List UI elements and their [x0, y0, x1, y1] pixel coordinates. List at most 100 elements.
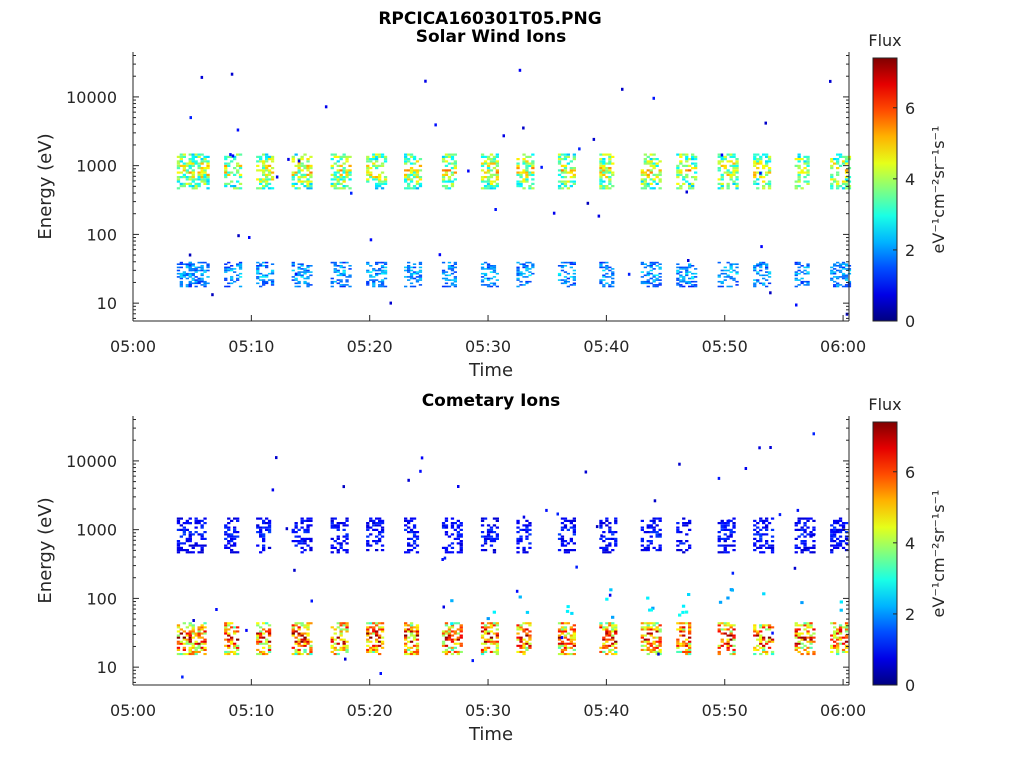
flux-cell — [179, 277, 183, 280]
flux-cell — [646, 162, 650, 165]
flux-cell — [342, 624, 346, 627]
flux-cell — [441, 642, 446, 645]
flux-cell — [803, 160, 807, 163]
flux-cell — [262, 628, 266, 631]
flux-cell — [519, 540, 523, 543]
flux-cell — [182, 272, 186, 275]
flux-cell — [480, 634, 485, 637]
colorbar-tick-label: 0 — [905, 676, 915, 695]
flux-cell — [614, 624, 618, 627]
flux-cell — [519, 636, 523, 639]
flux-cell — [762, 185, 766, 188]
flux-cell — [191, 176, 195, 179]
flux-cell — [614, 522, 618, 525]
flux-cell — [557, 628, 562, 631]
flux-cell — [291, 160, 295, 163]
flux-cell — [516, 185, 520, 188]
flux-cell — [566, 277, 570, 280]
flux-cell — [767, 169, 772, 172]
flux-cell — [345, 650, 349, 653]
flux-cell — [306, 167, 310, 170]
flux-cell — [444, 650, 449, 653]
flux-cell — [809, 531, 813, 534]
flux-cell — [762, 638, 766, 641]
flux-cell — [759, 540, 763, 543]
panel-title: Solar Wind Ions — [416, 27, 567, 47]
flux-cell — [238, 272, 243, 275]
flux-cell — [679, 626, 683, 629]
flux-cell — [188, 261, 192, 264]
flux-cell — [495, 650, 499, 653]
flux-cell — [649, 650, 653, 653]
flux-cell — [303, 549, 307, 552]
flux-cell — [233, 531, 237, 534]
flux-cell — [233, 280, 237, 283]
flux-cell — [489, 630, 494, 633]
flux-cell — [649, 182, 653, 185]
flux-cell — [522, 266, 526, 269]
flux-cell — [560, 535, 565, 538]
flux-cell — [569, 276, 573, 278]
flux-cell — [794, 632, 798, 635]
flux-cell — [676, 279, 680, 281]
flux-cell — [812, 653, 816, 656]
flux-cell — [691, 162, 695, 165]
flux-cell — [372, 528, 376, 531]
flux-cell — [528, 522, 532, 525]
flux-cell — [372, 279, 376, 281]
flux-cell — [409, 272, 414, 275]
flux-cell — [528, 261, 532, 264]
flux-cell — [333, 155, 337, 158]
flux-cell — [569, 549, 573, 552]
flux-cell — [572, 542, 576, 545]
flux-cell — [342, 271, 346, 273]
flux-cell — [803, 524, 807, 527]
flux-cell — [182, 549, 186, 552]
flux-cell — [655, 644, 659, 647]
flux-cell — [611, 634, 615, 637]
flux-cell — [300, 632, 304, 635]
flux-cell — [191, 551, 195, 554]
flux-cell — [224, 650, 228, 653]
flux-cell — [203, 182, 207, 185]
flux-cell — [658, 284, 662, 286]
flux-cell — [237, 234, 240, 238]
flux-cell — [380, 261, 385, 264]
flux-cell — [563, 176, 568, 179]
flux-cell — [519, 185, 523, 188]
flux-cell — [599, 265, 603, 267]
flux-cell — [486, 284, 491, 286]
flux-cell — [404, 519, 408, 522]
flux-cell — [759, 533, 763, 536]
flux-cell — [444, 517, 449, 520]
flux-cell — [372, 650, 376, 653]
flux-cell — [459, 626, 463, 629]
flux-cell — [303, 537, 307, 540]
flux-cell — [726, 185, 730, 188]
flux-cell — [197, 626, 201, 629]
flux-cell — [450, 171, 455, 174]
flux-cell — [565, 609, 570, 613]
flux-cell — [492, 160, 497, 163]
flux-cell — [688, 285, 692, 288]
flux-cell — [643, 280, 647, 283]
flux-cell — [383, 160, 388, 163]
flux-cell — [404, 178, 408, 181]
flux-cell — [333, 540, 337, 543]
flux-cell — [605, 266, 609, 269]
flux-cell — [495, 646, 499, 649]
flux-cell — [770, 653, 775, 656]
flux-cell — [262, 537, 266, 540]
flux-cell — [643, 160, 647, 163]
flux-cell — [652, 642, 656, 645]
flux-cell — [794, 648, 798, 651]
flux-cell — [203, 517, 207, 520]
flux-cell — [611, 615, 615, 619]
flux-cell — [275, 175, 279, 179]
flux-cell — [516, 167, 520, 170]
flux-cell — [756, 533, 760, 536]
flux-cell — [412, 531, 417, 534]
flux-cell — [176, 155, 181, 158]
flux-cell — [655, 265, 659, 267]
flux-cell — [369, 276, 373, 278]
